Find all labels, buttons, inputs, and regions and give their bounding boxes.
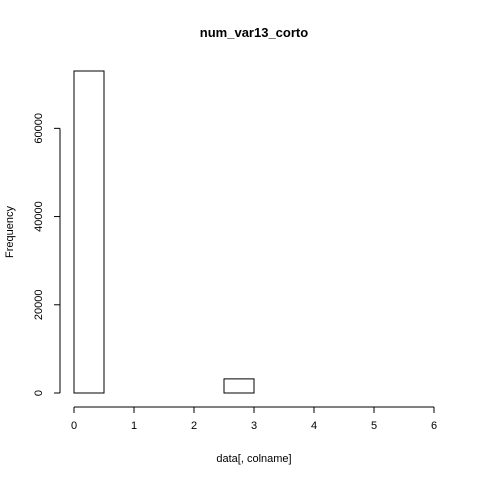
y-tick-label-1: 20000 xyxy=(33,289,45,320)
x-tick-label-4: 4 xyxy=(311,420,317,432)
x-axis-label: data[, colname] xyxy=(216,453,291,465)
chart-title: num_var13_corto xyxy=(200,25,308,40)
x-tick-label-5: 5 xyxy=(371,420,377,432)
y-tick-label-2: 40000 xyxy=(33,201,45,232)
x-tick-label-6: 6 xyxy=(431,420,437,432)
x-tick-label-0: 0 xyxy=(71,420,77,432)
x-tick-label-1: 1 xyxy=(131,420,137,432)
y-axis: 0 20000 40000 60000 xyxy=(33,113,61,396)
x-axis: 0 1 2 3 4 5 6 xyxy=(71,406,437,432)
x-tick-label-2: 2 xyxy=(191,420,197,432)
y-tick-label-0: 0 xyxy=(33,390,45,396)
histogram-bar-0 xyxy=(73,70,105,394)
y-tick-label-3: 60000 xyxy=(33,113,45,144)
histogram-bars xyxy=(73,70,255,394)
y-axis-label: Frequency xyxy=(4,206,16,258)
x-tick-label-3: 3 xyxy=(251,420,257,432)
histogram-bar-5 xyxy=(223,378,255,394)
